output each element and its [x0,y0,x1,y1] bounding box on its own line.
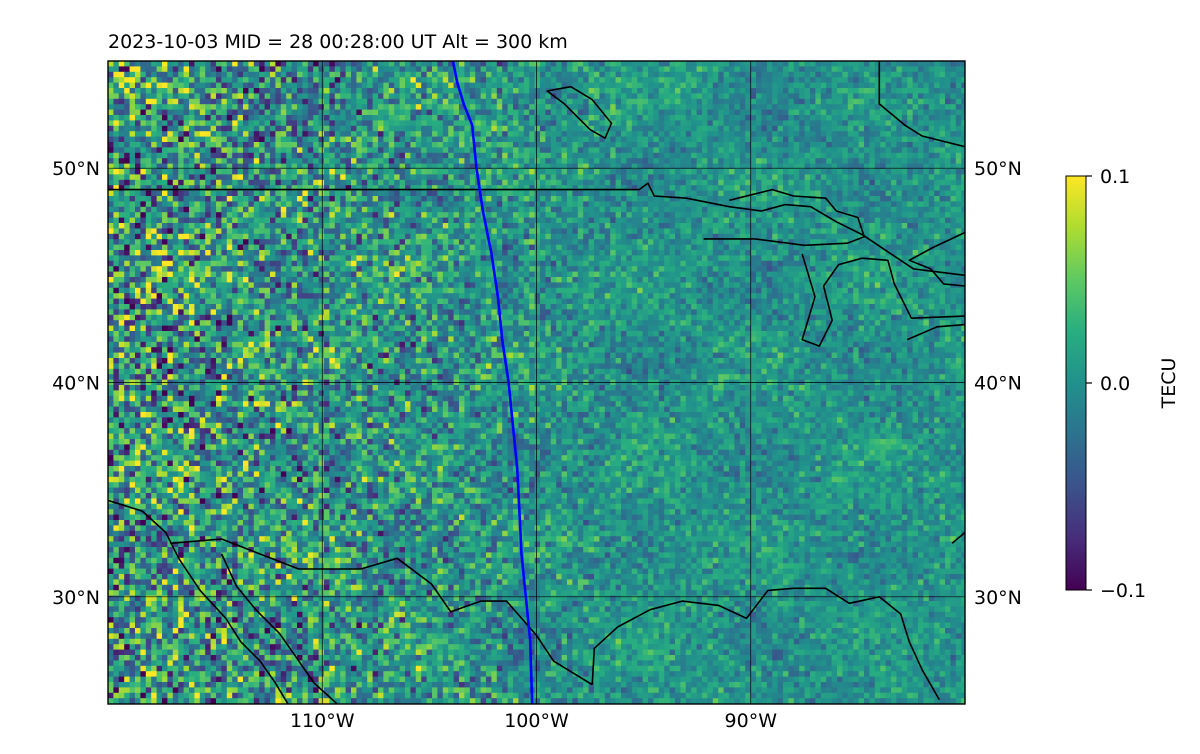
colorbar-tick-label: 0.1 [1100,166,1130,188]
lat-label-right: 40°N [974,373,1022,395]
lat-label-left: 30°N [52,587,100,609]
lon-label: 90°W [725,710,778,732]
tec-perturbation-grid [108,61,967,710]
lat-label-right: 30°N [974,587,1022,609]
lat-label-left: 40°N [52,373,100,395]
colorbar-label: TECU [1158,358,1180,410]
colorbar-gradient [1066,176,1086,590]
latitude-labels-right: 30°N 40°N 50°N [974,158,1022,609]
colorbar-ticks: 0.1 0.0 −0.1 [1086,166,1146,602]
map-title: 2023-10-03 MID = 28 00:28:00 UT Alt = 30… [108,31,568,53]
lat-label-right: 50°N [974,158,1022,180]
longitude-labels-bottom: 110°W 100°W 90°W [290,710,777,732]
colorbar-tick-label: −0.1 [1100,580,1146,602]
lon-label: 100°W [504,710,569,732]
lon-label: 110°W [290,710,355,732]
latitude-labels-left: 30°N 40°N 50°N [52,158,100,609]
map-plot-area [108,61,967,710]
lat-label-left: 50°N [52,158,100,180]
colorbar: 0.1 0.0 −0.1 TECU [1066,166,1180,602]
colorbar-tick-label: 0.0 [1100,373,1130,395]
